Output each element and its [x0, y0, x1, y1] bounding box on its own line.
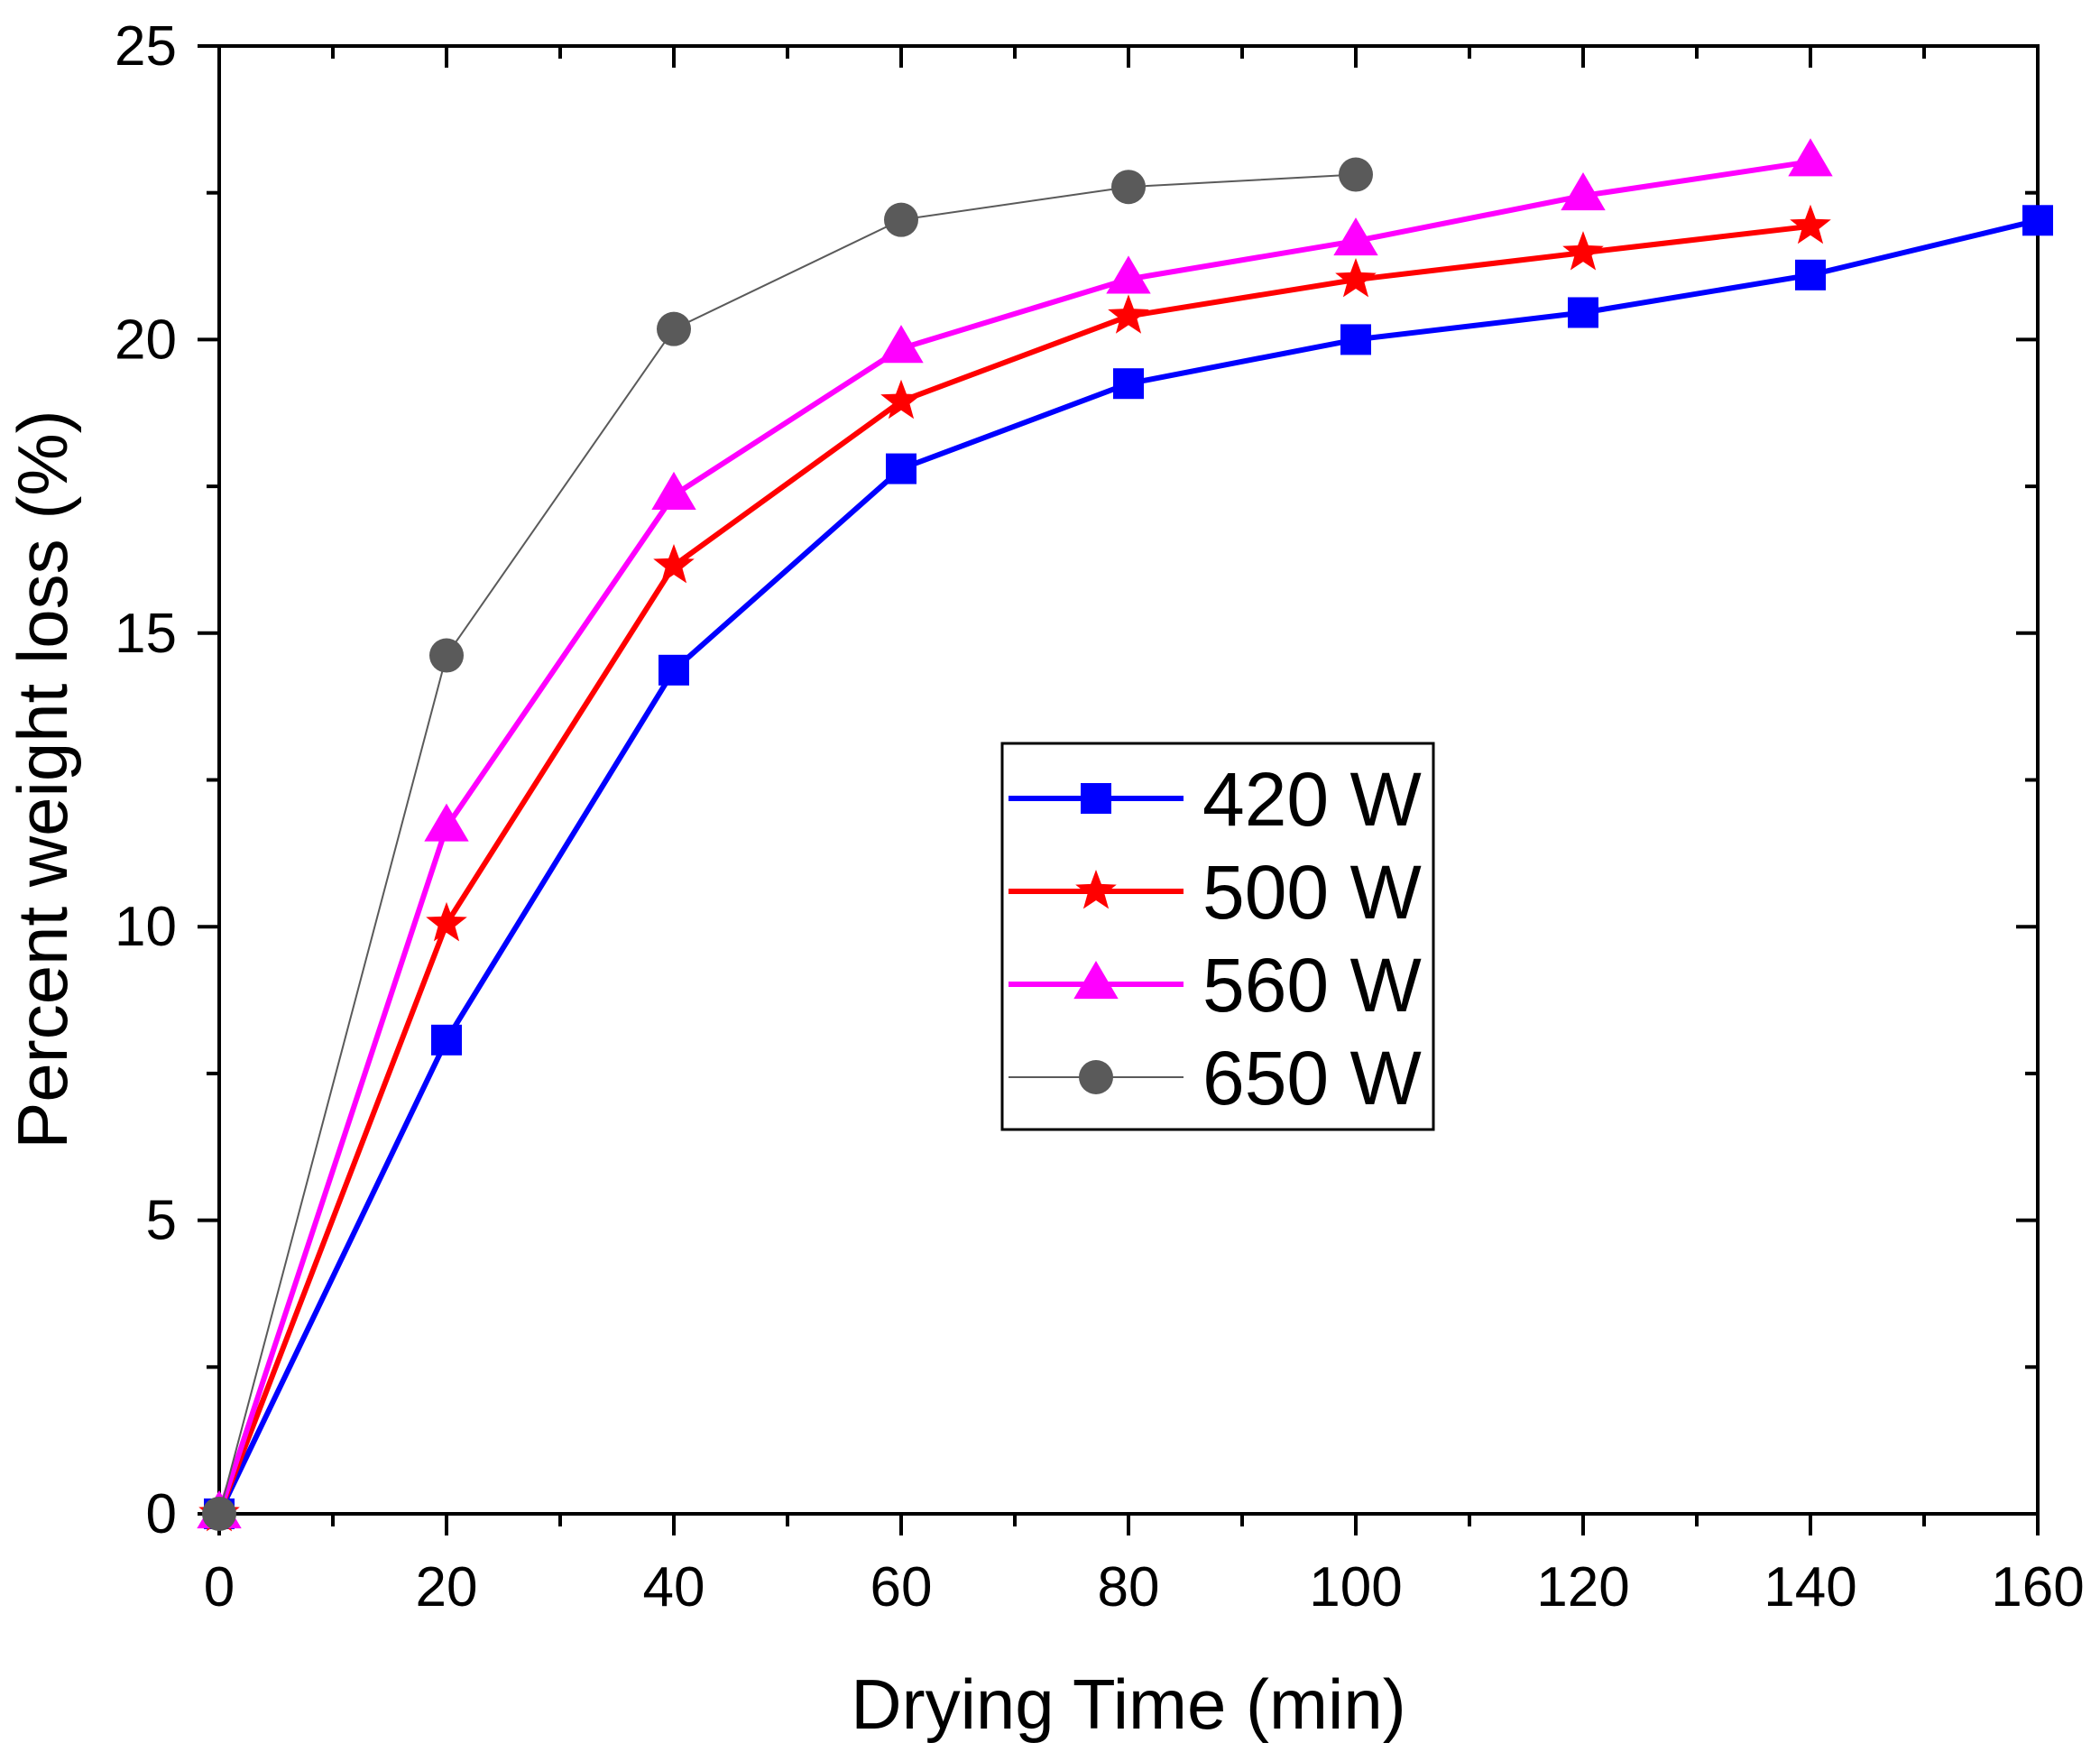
data-point-650-w: [202, 1497, 236, 1531]
legend-label: 560 W: [1202, 943, 1422, 1028]
series-line-650-w: [218, 173, 1357, 1515]
data-point-650-w: [884, 202, 918, 237]
data-point-560-w: [879, 325, 924, 364]
x-tick-label: 140: [1764, 1556, 1856, 1618]
data-point-420-w: [1795, 259, 1826, 290]
x-tick-label: 80: [1098, 1556, 1160, 1618]
data-point-560-w: [1333, 217, 1378, 256]
data-point-420-w: [1340, 324, 1371, 355]
data-point-500-w: [426, 901, 467, 942]
data-point-500-w: [1108, 294, 1149, 334]
data-point-650-w: [1111, 170, 1146, 205]
axis-ticks: [198, 44, 2040, 1535]
legend-label: 500 W: [1202, 850, 1422, 935]
x-tick-label: 0: [204, 1556, 235, 1618]
plot-frame: [217, 44, 2040, 1516]
series-560-w: [197, 138, 1833, 1529]
series-line-500-w: [216, 223, 1811, 1516]
data-point-500-w: [1562, 231, 1604, 271]
data-point-420-w: [886, 453, 916, 484]
legend-marker: [1079, 1060, 1113, 1094]
data-point-420-w: [431, 1024, 462, 1056]
series-line-560-w: [216, 159, 1811, 1515]
x-tick-label: 60: [870, 1556, 933, 1618]
series-420-w: [204, 205, 2053, 1529]
legend-label: 650 W: [1202, 1036, 1422, 1120]
y-axis-title: Percent weight loss (%): [3, 410, 82, 1148]
data-point-650-w: [657, 311, 691, 346]
data-point-500-w: [653, 544, 695, 584]
x-tick-label: 40: [643, 1556, 705, 1618]
data-point-420-w: [2022, 205, 2053, 236]
data-point-500-w: [1335, 258, 1377, 298]
data-point-560-w: [1561, 171, 1606, 211]
legend-marker: [1073, 961, 1119, 1000]
y-tick-label: 25: [115, 15, 177, 78]
x-tick-label: 160: [1991, 1556, 2084, 1618]
legend-item-650-w: 650 W: [1009, 1036, 1422, 1120]
legend-marker: [1081, 783, 1111, 814]
axis-tick-labels: 0 20 40 60 80 100 120 140 160 0 5 10 15 20 25: [115, 15, 2085, 1618]
x-axis-title: Drying Time (min): [851, 1664, 1405, 1744]
data-point-560-w: [1106, 255, 1151, 294]
series-layer: [197, 138, 2053, 1532]
y-tick-label: 20: [115, 309, 177, 371]
data-point-500-w: [880, 379, 922, 420]
data-point-650-w: [1339, 157, 1373, 192]
data-point-420-w: [1568, 297, 1598, 328]
y-tick-label: 0: [146, 1483, 177, 1545]
data-point-500-w: [1790, 204, 1831, 244]
x-tick-label: 120: [1536, 1556, 1629, 1618]
legend-item-560-w: 560 W: [1009, 943, 1422, 1028]
legend-label: 420 W: [1202, 757, 1422, 842]
data-point-420-w: [659, 654, 689, 686]
data-point-560-w: [424, 803, 469, 842]
data-point-650-w: [429, 638, 464, 673]
data-point-420-w: [1113, 368, 1144, 400]
y-tick-label: 15: [115, 603, 177, 665]
y-tick-label: 10: [115, 896, 177, 958]
legend-box: [1000, 742, 1435, 1131]
data-point-560-w: [1788, 138, 1833, 177]
legend-item-500-w: 500 W: [1009, 850, 1422, 935]
series-650-w: [202, 157, 1373, 1531]
y-tick-label: 5: [146, 1190, 177, 1252]
legend-item-420-w: 420 W: [1009, 757, 1422, 842]
data-point-560-w: [651, 471, 696, 510]
x-tick-label: 100: [1309, 1556, 1402, 1618]
legend-marker: [1075, 870, 1117, 909]
x-tick-label: 20: [416, 1556, 478, 1618]
